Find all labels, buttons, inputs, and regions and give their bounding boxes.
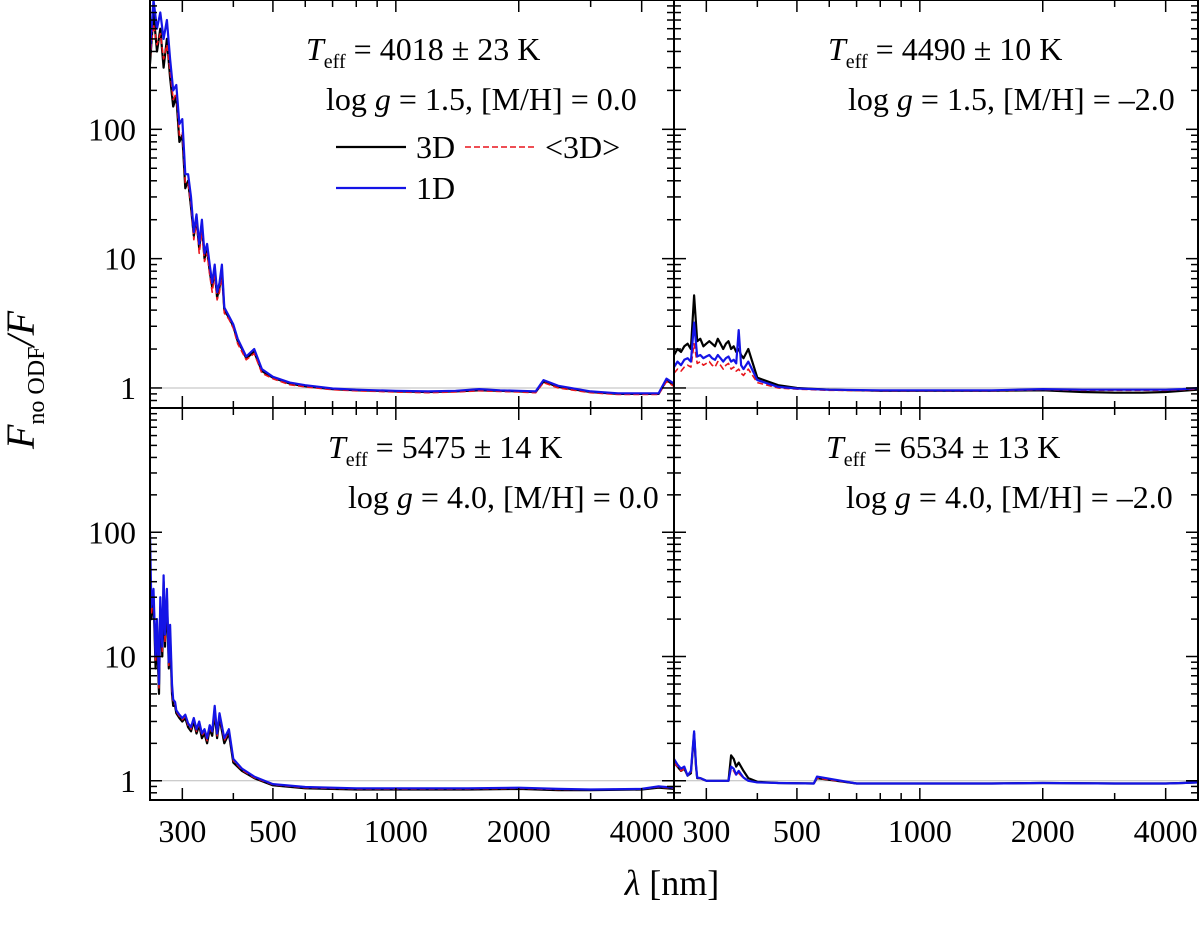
y-tick-label: 100 [88, 514, 136, 550]
teff-annotation: Teff = 4490 ± 10 K [828, 31, 1062, 73]
params-annotation: log g = 1.5, [M/H] = 0.0 [326, 81, 637, 117]
series-line-3D [150, 559, 674, 792]
y-tick-label: 100 [88, 111, 136, 147]
x-tick-label: 4000 [610, 813, 674, 849]
x-axis-label-sym: λ [624, 863, 641, 903]
panel-frame [149, 407, 675, 801]
params-annotation: log g = 4.0, [M/H] = 0.0 [348, 479, 659, 515]
series-line-1D [150, 532, 674, 791]
series-line-3D [150, 551, 674, 791]
legend-label: 3D [416, 129, 455, 165]
panel-bottom-right: 300 500 1000 2000 4000 Teff = 6534 ± 13 K log … [673, 407, 1199, 849]
y-axis-label: Fno ODF/F [0, 310, 50, 450]
panel-top-left: 1 10 100 Teff = 4018 ± 23 K log g = 1.5, [M/… [88, 0, 675, 409]
teff-annotation: Teff = 5475 ± 14 K [328, 429, 562, 471]
y-tick-label: 1 [120, 763, 136, 799]
x-tick-label: 2000 [1011, 813, 1075, 849]
y-axis-label-main: F [0, 424, 43, 450]
x-tick-label: 1000 [888, 813, 952, 849]
x-tick-label: 4000 [1134, 813, 1198, 849]
x-tick-label: 500 [773, 813, 821, 849]
legend: 3D <3D> 1D [336, 129, 620, 206]
x-tick-label: 500 [249, 813, 297, 849]
series-line-3D [674, 735, 1198, 785]
x-tick-label: 300 [682, 813, 730, 849]
series-line-1D [150, 0, 674, 395]
y-tick-label: 10 [104, 639, 136, 675]
y-tick-label: 1 [120, 370, 136, 406]
series-line-3D [150, 11, 674, 395]
params-annotation: log g = 1.5, [M/H] = –2.0 [848, 81, 1175, 117]
teff-annotation: Teff = 4018 ± 23 K [306, 31, 540, 73]
y-tick-label: 10 [104, 241, 136, 277]
params-annotation: log g = 4.0, [M/H] = –2.0 [846, 479, 1173, 515]
x-axis-label-unit: [nm] [640, 863, 719, 903]
series-line-3D [674, 342, 1198, 392]
x-tick-label: 1000 [364, 813, 428, 849]
series-line-1D [674, 321, 1198, 392]
series-line-1D [674, 730, 1198, 785]
legend-label: <3D> [545, 129, 620, 165]
x-tick-label: 2000 [487, 813, 551, 849]
series-line-3D [674, 294, 1198, 394]
x-tick-label: 300 [158, 813, 206, 849]
panel-top-right: Teff = 4490 ± 10 K log g = 1.5, [M/H] = –… [673, 0, 1199, 409]
series-line-3D [150, 23, 674, 396]
teff-annotation: Teff = 6534 ± 13 K [826, 429, 1060, 471]
panel-bottom-left: 1 10 100 300 500 1000 2000 4000 Teff = 5475 ± 14… [88, 407, 675, 849]
legend-label: 1D [416, 170, 455, 206]
x-axis-label: λ [nm] [624, 863, 720, 903]
panel-frame [673, 407, 1199, 801]
y-axis-label-sub: no ODF [24, 347, 50, 425]
series-line-3D [674, 732, 1198, 785]
y-axis-label-tail: /F [0, 310, 43, 348]
